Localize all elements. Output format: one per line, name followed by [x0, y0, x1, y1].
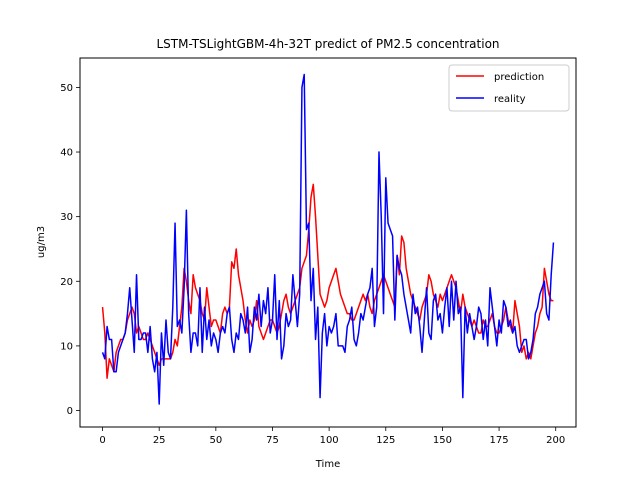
- y-axis-label: ug/m3: [36, 226, 47, 258]
- legend: prediction reality: [448, 64, 570, 112]
- x-tick-label: 75: [266, 435, 279, 446]
- y-tick-label: 10: [60, 341, 73, 352]
- chart-title: LSTM-TSLightGBM-4h-32T predict of PM2.5 …: [156, 37, 499, 51]
- y-axis: 0 10 20 30 40 50: [60, 83, 80, 417]
- x-tick-label: 25: [153, 435, 166, 446]
- x-tick-label: 50: [209, 435, 222, 446]
- x-axis-label: Time: [315, 459, 340, 470]
- x-axis: 0 25 50 75 100 125 150 175 200: [99, 427, 565, 446]
- plot-area: [101, 73, 555, 405]
- x-tick-label: 0: [99, 435, 105, 446]
- x-tick-label: 100: [320, 435, 339, 446]
- plot-frame: [79, 57, 577, 428]
- x-tick-label: 200: [546, 435, 565, 446]
- y-tick-label: 50: [60, 83, 73, 94]
- x-tick-label: 125: [376, 435, 395, 446]
- legend-label-reality: reality: [494, 94, 526, 105]
- legend-label-prediction: prediction: [494, 72, 544, 83]
- y-tick-label: 40: [60, 148, 73, 159]
- y-tick-label: 20: [60, 277, 73, 288]
- x-tick-label: 150: [433, 435, 452, 446]
- series-line-reality: [101, 73, 555, 405]
- x-tick-label: 175: [490, 435, 509, 446]
- y-tick-label: 0: [67, 406, 73, 417]
- series-line-prediction: [101, 183, 554, 379]
- y-tick-label: 30: [60, 212, 73, 223]
